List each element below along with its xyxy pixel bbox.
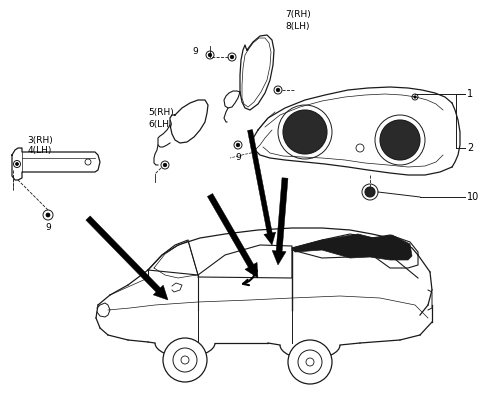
Circle shape [236, 143, 240, 147]
Circle shape [414, 96, 416, 98]
Text: 7(RH): 7(RH) [285, 10, 311, 20]
Circle shape [380, 120, 420, 160]
Text: 5(RH): 5(RH) [148, 107, 174, 117]
Text: 9: 9 [45, 223, 51, 233]
Polygon shape [292, 234, 412, 260]
Text: 9: 9 [192, 47, 198, 57]
Circle shape [163, 338, 207, 382]
Circle shape [208, 53, 212, 57]
Circle shape [15, 162, 19, 166]
Text: 10: 10 [467, 192, 479, 202]
Circle shape [365, 187, 375, 197]
Circle shape [276, 88, 280, 92]
Text: 9: 9 [235, 152, 241, 162]
Text: 6(LH): 6(LH) [148, 119, 172, 128]
Circle shape [230, 55, 234, 59]
Text: 3(RH): 3(RH) [27, 136, 53, 144]
Polygon shape [86, 216, 168, 300]
Polygon shape [207, 194, 258, 278]
Circle shape [283, 110, 327, 154]
Text: 4(LH): 4(LH) [28, 146, 52, 156]
Text: 1: 1 [467, 89, 473, 99]
Circle shape [46, 213, 50, 217]
Circle shape [288, 340, 332, 384]
Polygon shape [248, 130, 276, 245]
Circle shape [163, 163, 167, 167]
Text: 8(LH): 8(LH) [285, 22, 310, 32]
Polygon shape [272, 178, 288, 265]
Text: 2: 2 [467, 143, 473, 153]
